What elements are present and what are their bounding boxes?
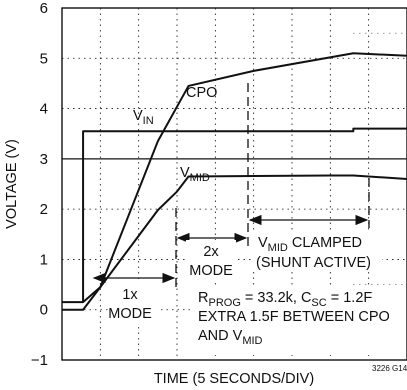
x-axis-label: TIME (5 SECONDS/DIV) — [154, 371, 314, 387]
csc-sub: SC — [311, 297, 326, 309]
csc-val: = 1.2F — [327, 290, 373, 306]
rprog-val: = 33.2k, C — [241, 290, 312, 306]
clamp-label-sub: MID — [268, 242, 288, 254]
series-line-vmid — [62, 174, 407, 311]
conditions-bg — [194, 285, 406, 355]
clamp-label-main: V — [258, 235, 268, 251]
y-tick-label: −1 — [31, 352, 48, 369]
y-tick-labels: −1 0 1 2 3 4 5 6 — [31, 0, 48, 369]
conditions-line-3: AND VMID — [198, 328, 263, 347]
clamp-label-bg — [252, 230, 382, 272]
y-tick-label: 0 — [40, 302, 48, 319]
mode-1x-label-bg — [108, 283, 158, 323]
series-group — [62, 52, 407, 311]
mode-2x-label: 2x — [203, 244, 219, 260]
vmid-label-main: V — [180, 165, 190, 181]
cpo-label: CPO — [186, 85, 217, 101]
y-tick-label: 4 — [40, 101, 48, 118]
mode-1x-label: 1x — [122, 287, 138, 303]
clamp-label-rest: CLAMPED — [288, 235, 362, 251]
mode-1x-label-mode: MODE — [108, 306, 152, 322]
mode-2x-label-bg — [186, 240, 236, 280]
y-axis-label: VOLTAGE (V) — [4, 139, 20, 229]
y-tick-label: 3 — [40, 151, 48, 168]
rprog-sub: PROG — [208, 297, 240, 309]
figure-code: 3226 G14 — [372, 364, 407, 373]
conditions-line-2: EXTRA 1.5F BETWEEN CPO — [198, 309, 390, 325]
y-tick-label: 2 — [40, 201, 48, 218]
vmid-label: VMID — [180, 165, 210, 184]
clamp-label: VMID CLAMPED — [258, 235, 362, 254]
vin-label-main: V — [133, 108, 143, 124]
series-line-vin — [82, 127, 407, 303]
and-v: AND V — [198, 328, 243, 344]
rprog-r: R — [198, 290, 208, 306]
and-sub: MID — [242, 335, 262, 347]
vin-label-sub: IN — [143, 115, 154, 127]
vmid-label-sub: MID — [190, 172, 210, 184]
y-tick-label: 5 — [40, 50, 48, 67]
series-line-cpo — [62, 52, 407, 304]
y-tick-label: 6 — [40, 0, 48, 17]
mode-2x-label-mode: MODE — [189, 263, 233, 279]
y-tick-label: 1 — [40, 251, 48, 268]
shunt-label: (SHUNT ACTIVE) — [256, 255, 371, 271]
vin-label: VIN — [133, 108, 154, 127]
plot-frame — [61, 7, 407, 361]
conditions-line-1: RPROG = 33.2k, CSC = 1.2F — [198, 290, 372, 309]
